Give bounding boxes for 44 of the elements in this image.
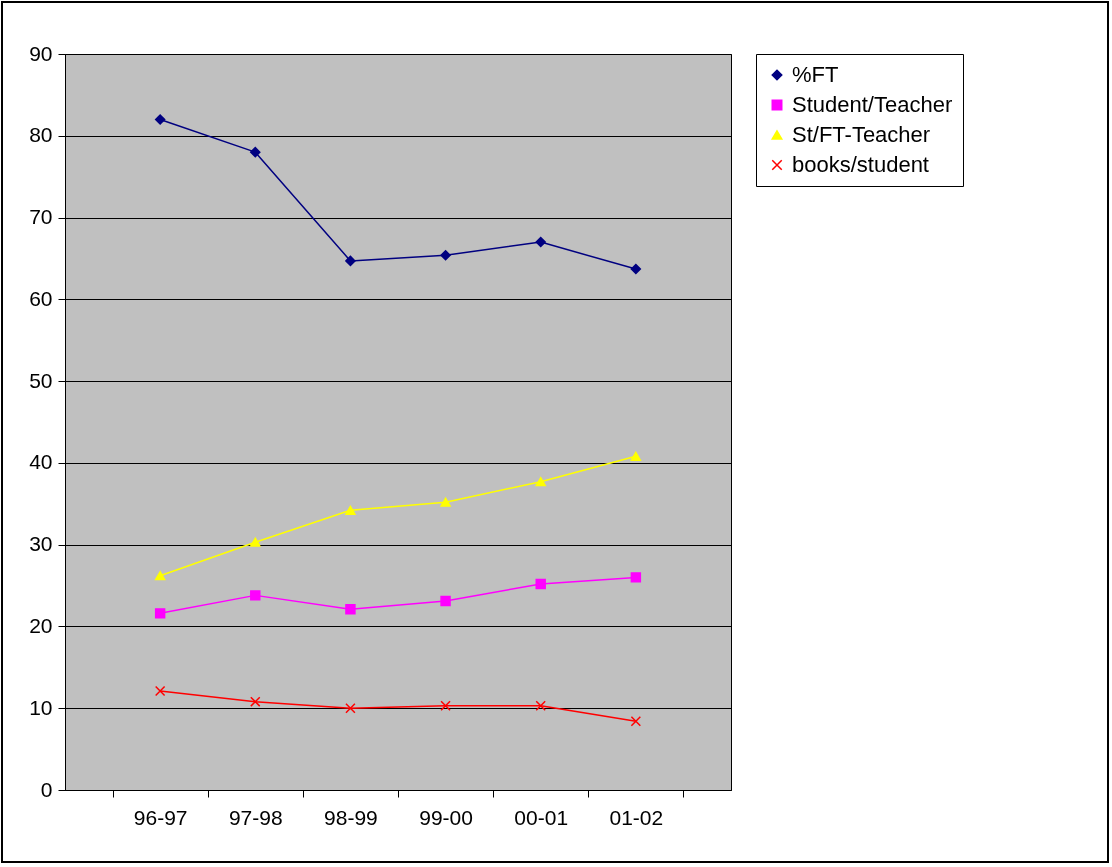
legend-label: %FT [792, 62, 839, 87]
point [250, 537, 261, 547]
point [630, 451, 642, 461]
y-tick-label: 70 [29, 205, 53, 229]
point [250, 696, 261, 707]
legend-label: Student/Teacher [792, 92, 953, 117]
point [440, 497, 451, 507]
point [154, 608, 166, 619]
x-tick-label: 01-02 [609, 805, 664, 829]
point [630, 716, 642, 727]
y-tick-label: 90 [29, 41, 53, 65]
x-tick-label: 97-98 [228, 805, 283, 829]
y-tick-label: 20 [29, 613, 53, 637]
point [345, 505, 356, 515]
point [440, 249, 451, 261]
point [345, 703, 356, 714]
point [535, 578, 546, 590]
point [345, 255, 356, 267]
point [630, 263, 642, 275]
x-tick-label: 98-99 [324, 805, 378, 829]
legend-label: St/FT-Teacher [792, 122, 931, 147]
point [250, 590, 261, 601]
point [154, 571, 166, 581]
point [154, 685, 166, 697]
point [250, 146, 261, 158]
point [535, 236, 546, 248]
y-tick-label: 30 [29, 532, 53, 556]
point [440, 595, 451, 607]
x-tick-label: 99-00 [419, 805, 473, 829]
point [440, 700, 451, 711]
x-tick-label: 96-97 [133, 805, 188, 829]
point [630, 572, 642, 583]
y-tick-label: 10 [29, 695, 53, 719]
point [154, 114, 166, 125]
y-tick-label: 40 [29, 450, 53, 474]
legend-label: books/student [792, 152, 929, 177]
y-tick-label: 80 [29, 123, 53, 147]
x-tick-label: 00-01 [514, 805, 569, 829]
y-tick-label: 50 [29, 368, 53, 392]
point [535, 700, 546, 711]
point [345, 604, 356, 615]
y-tick-label: 0 [40, 777, 53, 801]
point [535, 477, 546, 487]
y-tick-label: 60 [29, 286, 53, 310]
